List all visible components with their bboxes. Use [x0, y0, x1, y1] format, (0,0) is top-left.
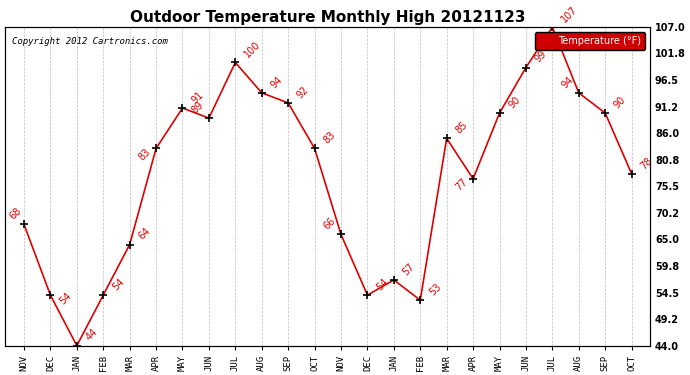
Text: 57: 57 [401, 261, 417, 277]
Text: 66: 66 [322, 216, 337, 232]
Text: 44: 44 [83, 327, 99, 343]
Text: 94: 94 [560, 74, 575, 90]
Text: 54: 54 [57, 290, 73, 306]
Text: 83: 83 [322, 130, 337, 146]
Text: 94: 94 [268, 74, 284, 90]
Text: 77: 77 [453, 177, 470, 193]
Text: 91: 91 [190, 90, 205, 105]
Text: 92: 92 [295, 84, 311, 100]
Text: 78: 78 [638, 155, 654, 171]
Text: 90: 90 [612, 94, 628, 110]
Text: 54: 54 [375, 276, 390, 292]
Text: 107: 107 [560, 4, 580, 24]
Text: 85: 85 [453, 120, 469, 136]
Text: 89: 89 [190, 100, 205, 116]
Text: 53: 53 [427, 282, 443, 297]
Text: 64: 64 [137, 226, 152, 242]
Title: Outdoor Temperature Monthly High 20121123: Outdoor Temperature Monthly High 2012112… [130, 9, 526, 24]
Text: 83: 83 [137, 147, 152, 162]
Text: 100: 100 [242, 40, 262, 60]
Text: 68: 68 [8, 206, 23, 222]
Text: 99: 99 [533, 49, 549, 65]
Legend: Temperature (°F): Temperature (°F) [535, 32, 645, 50]
Text: Copyright 2012 Cartronics.com: Copyright 2012 Cartronics.com [12, 37, 168, 46]
Text: 90: 90 [506, 94, 522, 110]
Text: 54: 54 [110, 276, 126, 292]
